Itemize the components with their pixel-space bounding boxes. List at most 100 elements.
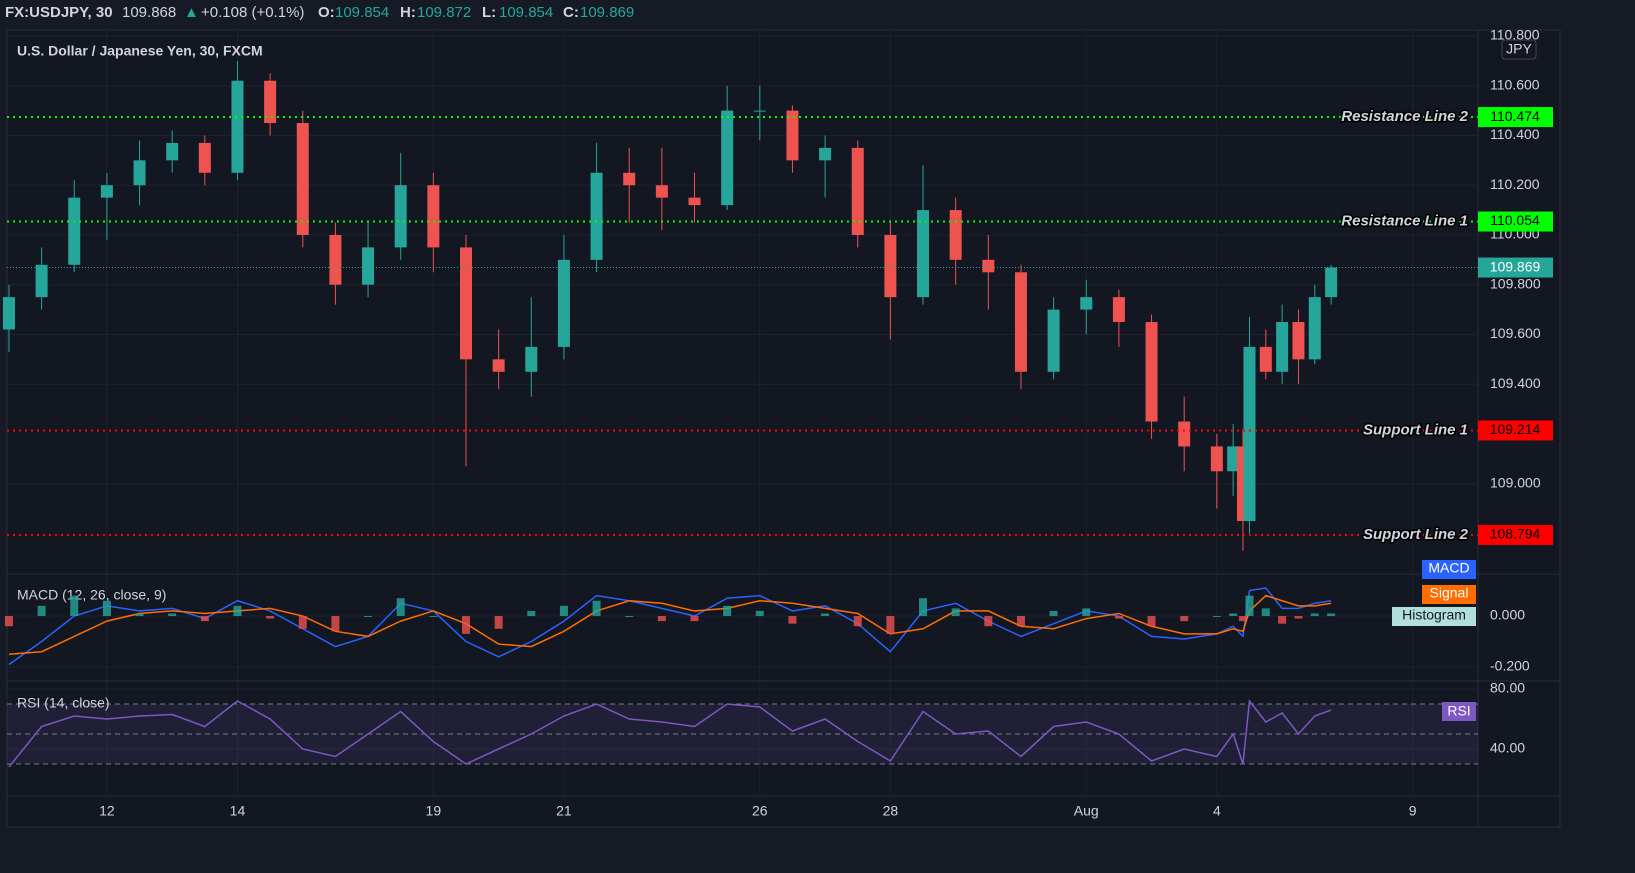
histogram-bar [461, 616, 470, 634]
ohlc-value: 109.854 [335, 4, 389, 21]
legend-label: Histogram [1402, 607, 1466, 623]
candle-body [786, 110, 799, 161]
histogram-bar [233, 605, 242, 617]
ohlc-label: H: [400, 4, 416, 21]
candle-body [492, 359, 505, 372]
level-name: Resistance Line 1 [1341, 212, 1468, 229]
histogram-bar [168, 613, 177, 617]
histogram-bar [1278, 616, 1287, 624]
histogram-bar [4, 616, 13, 627]
histogram-bar [135, 613, 144, 617]
histogram-bar [1261, 608, 1270, 617]
histogram-bar [1294, 616, 1303, 619]
candle-body [2, 297, 15, 330]
histogram-bar [1245, 595, 1254, 617]
histogram-bar [1049, 610, 1058, 617]
pane-title: MACD (12, 26, close, 9) [17, 587, 166, 603]
ohlc-value: 109.872 [417, 4, 471, 21]
pane-title: RSI (14, close) [17, 695, 110, 711]
legend-box [1442, 702, 1476, 721]
legend-box [1392, 607, 1476, 626]
histogram-bar [690, 616, 699, 622]
y-tick-label: 110.400 [1490, 126, 1540, 142]
candle-body [1292, 322, 1305, 360]
candle-body [1178, 421, 1191, 447]
candle-body [1080, 297, 1093, 310]
candle-body [590, 172, 603, 260]
ohlc-value: 109.854 [499, 4, 553, 21]
level-name: Resistance Line 2 [1341, 108, 1468, 125]
ohlc-label: L: [482, 4, 496, 21]
histogram-bar [853, 616, 862, 627]
candle-body [917, 210, 930, 298]
y-tick-label: 109.400 [1490, 375, 1541, 391]
macd-line [8, 594, 1332, 656]
y-tick-label: 109.600 [1490, 325, 1541, 341]
histogram-bar [919, 598, 928, 617]
histogram-bar [625, 616, 634, 618]
histogram-bar [723, 605, 732, 617]
histogram-bar [1212, 616, 1221, 618]
candle-body [329, 234, 342, 285]
histogram-bar [429, 616, 438, 618]
histogram-bar [70, 595, 79, 617]
candle-body [133, 160, 146, 186]
level-name: Support Line 2 [1363, 526, 1469, 543]
ohlc-label: C: [563, 4, 579, 21]
candle-body [753, 110, 766, 112]
candle-body [1276, 322, 1289, 372]
candle-body [231, 80, 244, 173]
candle-body [394, 185, 407, 248]
histogram-bar [1238, 616, 1247, 622]
candle-body [296, 123, 309, 235]
rsi-line [8, 699, 1332, 768]
candle-body [1325, 267, 1338, 298]
candle-body [166, 142, 179, 161]
histogram-bar [298, 616, 307, 629]
histogram-bar [951, 608, 960, 617]
candle-body [1047, 309, 1060, 372]
legend-label: Signal [1430, 585, 1469, 601]
candle-body [623, 172, 636, 186]
y-tick-label: 0.000 [1490, 607, 1525, 623]
candle-body [982, 259, 995, 273]
symbol: FX:USDJPY, 30 [5, 4, 113, 21]
candle-body [1112, 297, 1125, 323]
y-tick-label: 109.000 [1490, 474, 1541, 490]
histogram-bar [1229, 613, 1238, 617]
candle-body [1227, 446, 1240, 472]
level-price-box [1478, 420, 1553, 441]
x-tick-label: Aug [1074, 803, 1099, 819]
histogram-bar [37, 605, 46, 617]
x-tick-label: 12 [99, 803, 115, 819]
level-price: 108.794 [1490, 526, 1541, 542]
legend-box [1422, 560, 1476, 579]
candle-body [1308, 297, 1321, 360]
level-price-box [1478, 211, 1553, 232]
x-tick-label: 9 [1409, 803, 1417, 819]
candle-body [100, 185, 113, 198]
level-price: 110.474 [1490, 108, 1540, 124]
candle-body [427, 185, 440, 248]
candle-body [1210, 446, 1223, 472]
histogram-bar [331, 616, 340, 632]
candle-body [688, 197, 701, 206]
candle-body [721, 110, 734, 206]
histogram-bar [788, 616, 797, 624]
histogram-bar [396, 598, 405, 617]
last-price-box [1478, 257, 1553, 278]
ohlc-value: 109.869 [580, 4, 634, 21]
level-price-box [1478, 107, 1553, 128]
x-tick-label: 4 [1213, 803, 1221, 819]
candle-body [884, 234, 897, 298]
change: +0.108 (+0.1%) [201, 4, 304, 21]
y-tick-label: 109.800 [1490, 275, 1541, 291]
histogram-bar [559, 605, 568, 617]
candle-body [949, 210, 962, 260]
unit-label: JPY [1506, 41, 1532, 57]
candle-body [1259, 346, 1272, 372]
legend-label: MACD [1428, 560, 1469, 576]
x-tick-label: 26 [752, 803, 768, 819]
candle-body [35, 264, 48, 298]
candle-body [459, 247, 472, 360]
